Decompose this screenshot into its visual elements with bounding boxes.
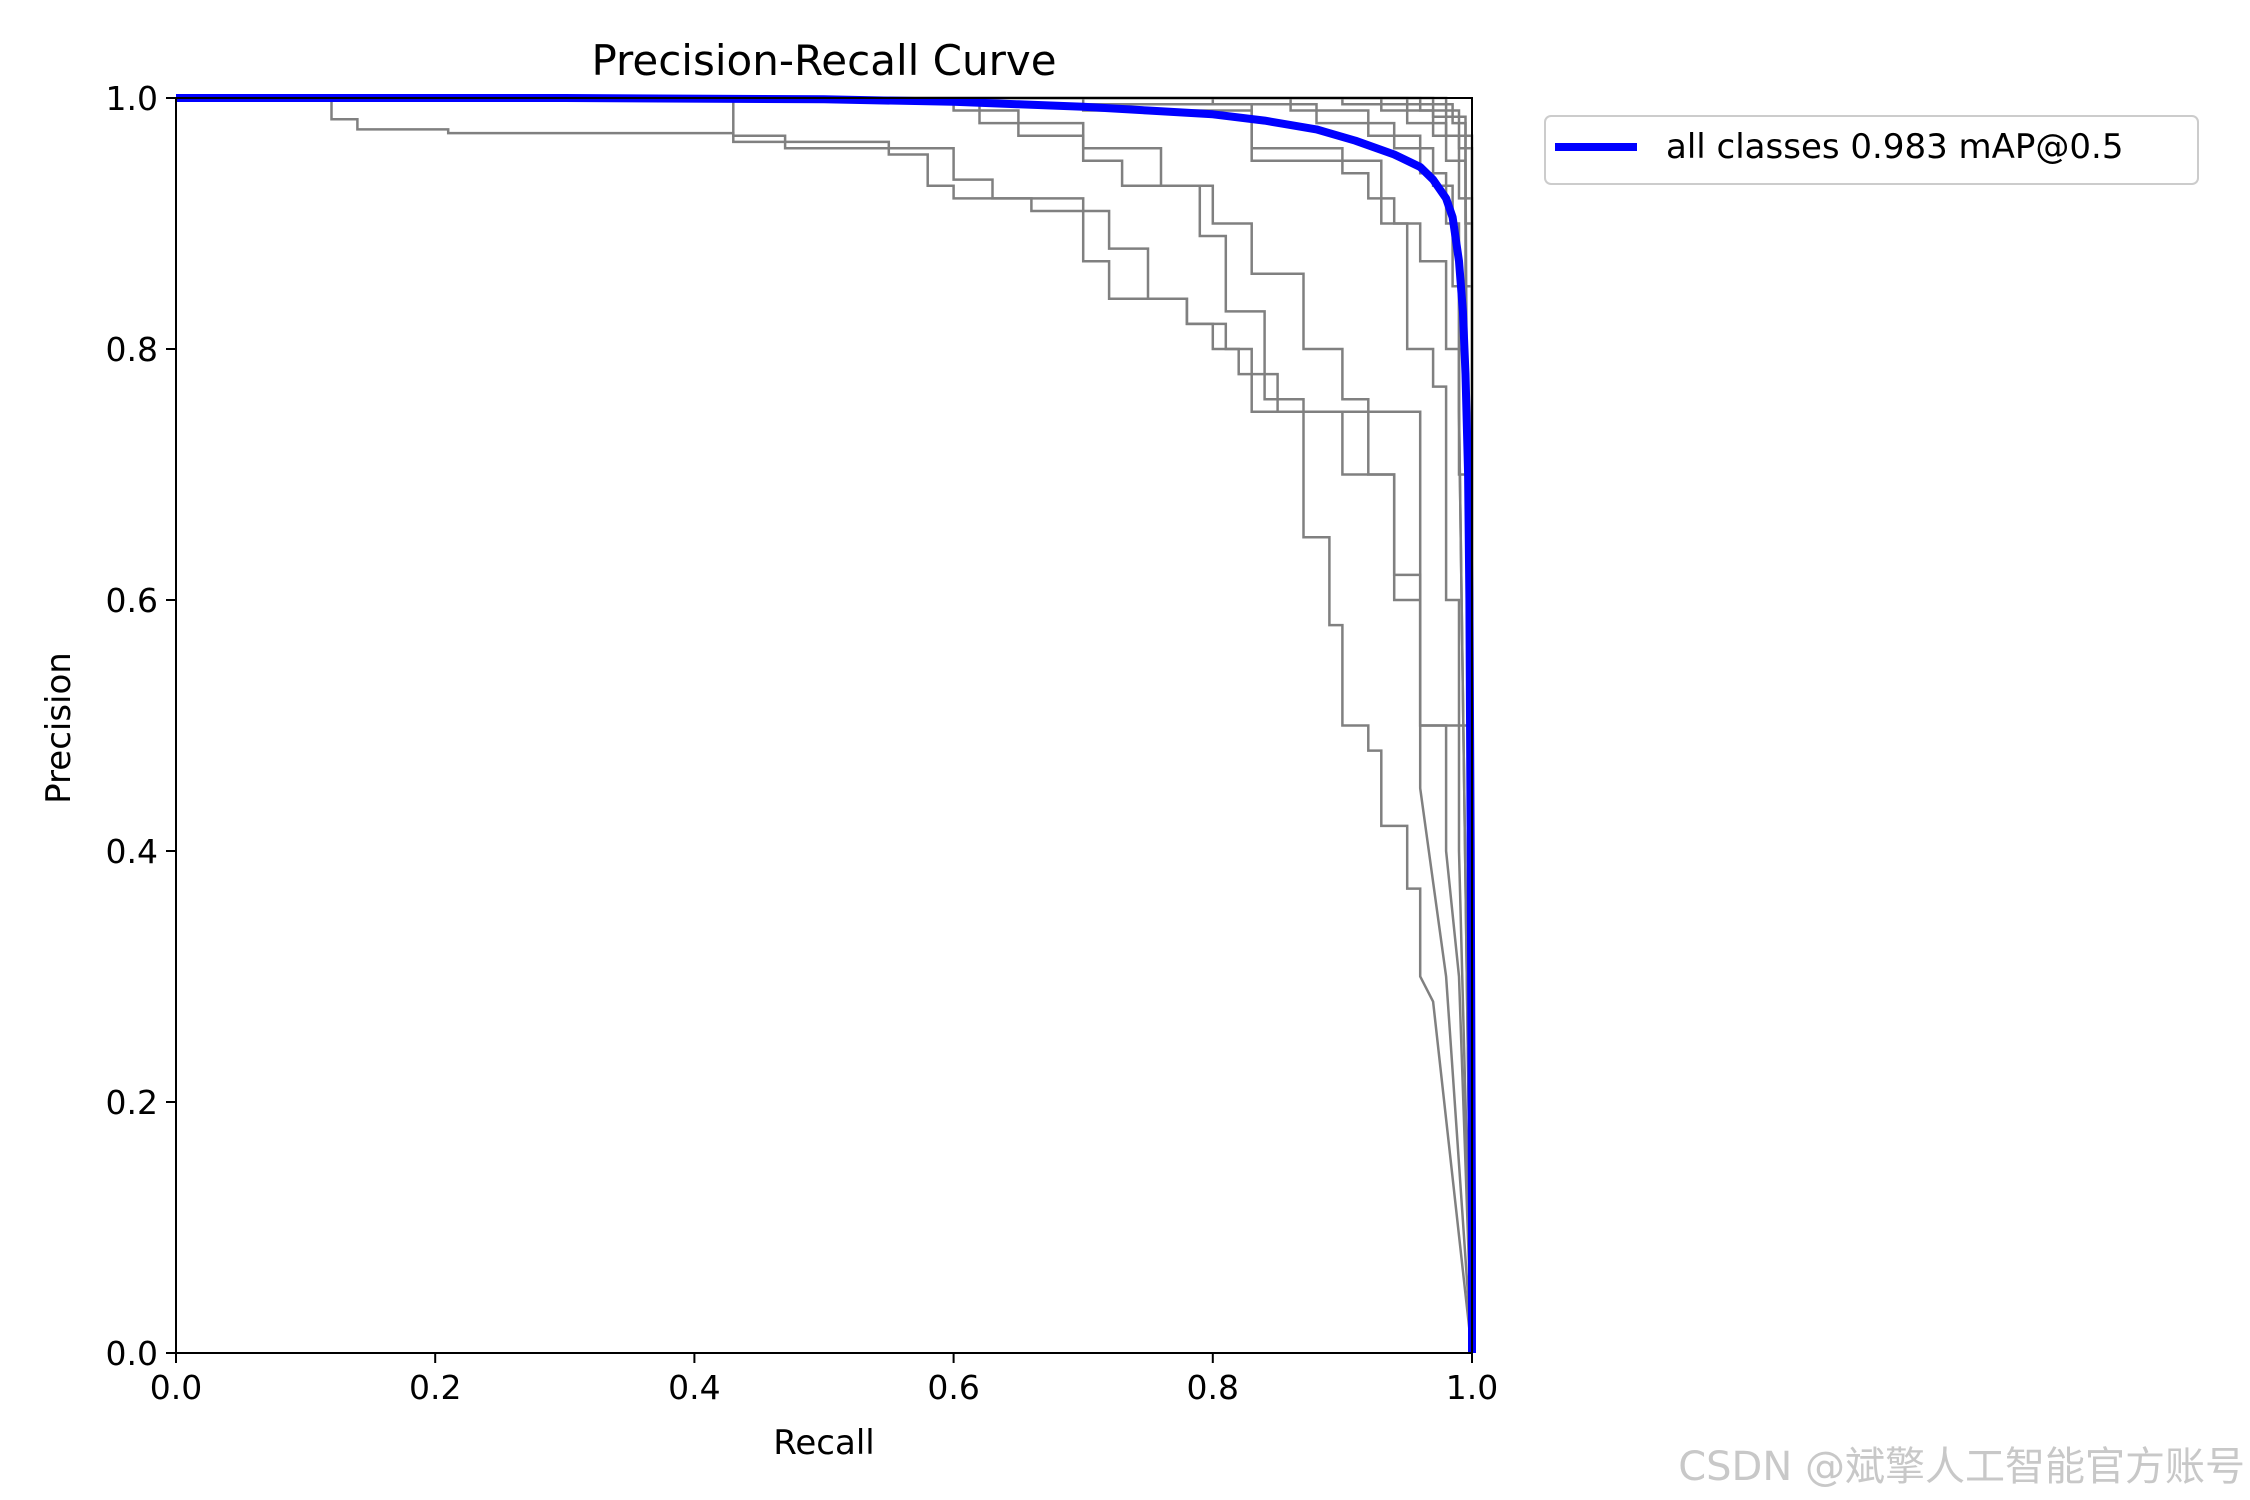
y-axis-title: Precision (39, 652, 79, 804)
legend: all classes 0.983 mAP@0.5 (1544, 115, 2199, 185)
class-curve-4 (176, 96, 1474, 1354)
plot-area-frame (175, 97, 1473, 1354)
x-tick-label-0: 0.0 (150, 1368, 202, 1407)
y-tick-label-2: 0.4 (106, 832, 158, 871)
x-axis-ticks: 0.0 0.2 0.4 0.6 0.8 1.0 (150, 1353, 1498, 1407)
class-curve-9 (176, 96, 1474, 1353)
class-curve-3 (176, 96, 1474, 1354)
y-tick-label-3: 0.6 (106, 581, 158, 620)
x-tick-label-5: 1.0 (1446, 1368, 1498, 1407)
all-classes-series-group (176, 94, 1476, 1353)
class-curve-5 (176, 96, 1474, 1354)
class-curve-11 (176, 96, 1474, 1353)
y-tick-label-4: 0.8 (106, 330, 158, 369)
chart-title: Precision-Recall Curve (591, 36, 1056, 85)
class-curve-13 (176, 96, 1474, 1354)
y-tick-label-0: 0.0 (106, 1334, 158, 1373)
class-curve-12 (176, 96, 1474, 1353)
watermark-text: CSDN @斌擎人工智能官方账号 (1678, 1444, 2245, 1490)
class-curve-1 (176, 96, 1474, 1353)
x-tick-label-1: 0.2 (409, 1368, 461, 1407)
class-curve-2 (176, 96, 1474, 1354)
legend-box (1544, 115, 2199, 185)
class-series-group (176, 96, 1474, 1354)
class-curve-8 (176, 96, 1474, 1353)
y-tick-label-5: 1.0 (106, 79, 158, 118)
class-curve-10 (176, 96, 1474, 1353)
x-tick-label-2: 0.4 (668, 1368, 720, 1407)
x-axis-title: Recall (773, 1423, 874, 1463)
y-tick-label-1: 0.2 (106, 1083, 158, 1122)
x-tick-label-3: 0.6 (927, 1368, 979, 1407)
class-curve-6 (176, 96, 1474, 1354)
class-curve-14 (176, 96, 1474, 1353)
y-axis-ticks: 0.0 0.2 0.4 0.6 0.8 1.0 (106, 79, 176, 1373)
legend-label-all-classes: all classes 0.983 mAP@0.5 (1666, 127, 2123, 167)
all-classes-curve (176, 94, 1476, 1353)
class-curve-7 (176, 96, 1474, 1354)
x-tick-label-4: 0.8 (1187, 1368, 1239, 1407)
